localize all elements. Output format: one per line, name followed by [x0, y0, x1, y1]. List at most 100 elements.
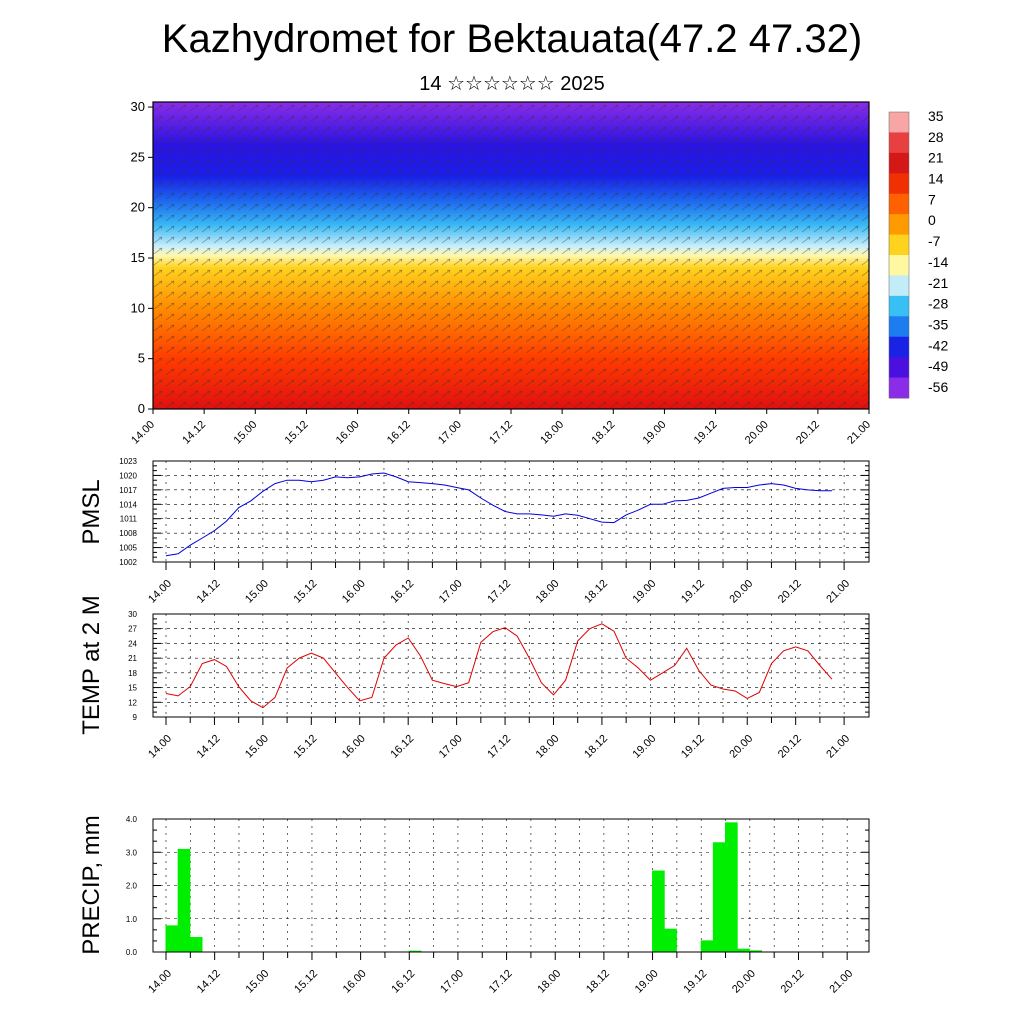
xsec-y-tick-label: 15 — [131, 250, 145, 265]
y-tick-label: 1.0 — [126, 915, 138, 924]
colorbar-label: -35 — [928, 316, 948, 332]
xsec-x-tick-label: 18.12 — [589, 419, 617, 447]
y-tick-label: 30 — [128, 610, 137, 619]
precip-bar — [177, 848, 191, 952]
x-tick-label: 19.12 — [679, 733, 707, 761]
y-tick-label: 1002 — [119, 558, 137, 567]
x-tick-label: 20.12 — [779, 968, 807, 996]
precip-axis-label: PRECIP, mm — [78, 815, 105, 955]
temp-axes: 9 12 15 18 21 24 27 30 14.00 14.12 15.00 15.12 16.00… — [128, 610, 869, 761]
xsec-y-tick-label: 5 — [138, 351, 145, 366]
x-tick-label: 20.12 — [776, 578, 804, 606]
pmsl-panel: PMSL 1002 1005 1008 1011 1014 1017 1020 1023 14.… — [78, 457, 870, 606]
x-tick-label: 14.12 — [195, 733, 223, 761]
y-tick-label: 1008 — [119, 529, 137, 538]
colorbar-swatch — [889, 275, 909, 297]
xsec-y-tick-label: 25 — [131, 149, 145, 164]
x-tick-label: 16.00 — [340, 733, 368, 761]
precip-bar — [664, 928, 677, 952]
x-tick-label: 21.00 — [824, 578, 852, 606]
colorbar: 35 28 21 14 7 0 -7 -14 -21 -28 -35 -42 -49 -56 — [888, 108, 948, 399]
x-tick-label: 21.00 — [824, 733, 852, 761]
x-tick-label: 17.12 — [487, 968, 515, 996]
x-tick-label: 14.12 — [195, 578, 223, 606]
temp-panel: TEMP at 2 M 9 12 15 18 21 24 27 30 14.00 14.12 15.… — [78, 595, 870, 761]
xsec-x-tick-label: 19.00 — [641, 419, 669, 447]
y-tick-label: 12 — [128, 698, 137, 707]
x-tick-label: 20.00 — [727, 578, 755, 606]
pmsl-series-line — [165, 472, 832, 557]
precip-axes: 0.0 1.0 2.0 3.0 4.0 14.00 14.12 15.00 15.12 16.00… — [126, 815, 869, 996]
colorbar-label: -56 — [928, 379, 948, 395]
pmsl-frame — [152, 460, 870, 563]
colorbar-label: 0 — [928, 212, 936, 228]
x-tick-label: 15.00 — [243, 578, 271, 606]
y-tick-label: 4.0 — [126, 815, 138, 824]
y-tick-label: 1014 — [119, 500, 137, 509]
precip-bar — [725, 822, 738, 952]
colorbar-swatch — [889, 234, 909, 256]
xsec-x-tick-label: 17.12 — [487, 419, 515, 447]
pmsl-axes: 1002 1005 1008 1011 1014 1017 1020 1023 14.00 14.… — [119, 457, 869, 606]
x-tick-label: 19.00 — [631, 733, 659, 761]
x-tick-label: 19.00 — [633, 968, 661, 996]
xsec-x-tick-label: 16.00 — [334, 419, 362, 447]
xsec-x-tick-label: 20.12 — [794, 419, 822, 447]
x-tick-label: 16.12 — [389, 968, 417, 996]
x-tick-label: 21.00 — [827, 968, 855, 996]
xsec-y-tick-label: 0 — [138, 401, 145, 416]
cross-section-x-axis: 14.00 14.12 15.00 15.12 16.00 16.12 17.00 17.12… — [129, 409, 873, 447]
colorbar-swatch — [889, 173, 909, 195]
y-tick-label: 24 — [128, 639, 137, 648]
x-tick-label: 17.12 — [485, 733, 513, 761]
precip-bar — [749, 950, 763, 952]
xsec-x-tick-label: 14.12 — [180, 419, 208, 447]
xsec-y-tick-label: 30 — [131, 99, 145, 114]
colorbar-swatch — [889, 377, 909, 399]
x-tick-label: 16.12 — [388, 733, 416, 761]
y-tick-label: 27 — [128, 625, 137, 634]
x-tick-label: 17.00 — [437, 578, 465, 606]
x-tick-label: 18.12 — [584, 968, 612, 996]
y-tick-label: 1011 — [120, 515, 138, 524]
colorbar-frame — [888, 111, 910, 399]
xsec-x-tick-label: 20.00 — [743, 419, 771, 447]
xsec-x-tick-label: 16.12 — [385, 419, 413, 447]
x-tick-label: 19.12 — [679, 578, 707, 606]
y-tick-label: 21 — [128, 654, 137, 663]
xsec-x-tick-label: 19.12 — [692, 419, 720, 447]
precip-bar — [700, 940, 714, 952]
x-tick-label: 20.12 — [776, 733, 804, 761]
precip-bar — [737, 948, 750, 952]
y-tick-label: 1023 — [119, 457, 137, 466]
x-tick-label: 18.00 — [535, 968, 563, 996]
x-tick-label: 18.12 — [582, 578, 610, 606]
temp-grid — [153, 614, 869, 717]
x-tick-label: 20.00 — [727, 733, 755, 761]
x-tick-label: 19.12 — [681, 968, 709, 996]
y-tick-label: 15 — [128, 684, 137, 693]
colorbar-label: -21 — [928, 275, 948, 291]
precip-grid — [153, 819, 869, 952]
y-tick-label: 0.0 — [126, 948, 138, 957]
cross-section-panel: 0 5 10 15 20 25 30 14.00 14.12 15.00 15.12 16.00 16… — [129, 99, 873, 447]
colorbar-swatch — [889, 214, 909, 236]
xsec-y-tick-label: 20 — [131, 200, 145, 215]
x-tick-label: 15.12 — [291, 578, 319, 606]
x-tick-label: 16.00 — [341, 968, 369, 996]
colorbar-label: 21 — [928, 150, 944, 166]
colorbar-swatch — [889, 316, 909, 338]
pmsl-grid — [153, 461, 869, 562]
cross-section-y-axis: 0 5 10 15 20 25 30 — [131, 99, 153, 416]
x-tick-label: 17.12 — [485, 578, 513, 606]
colorbar-label: 7 — [928, 191, 936, 207]
colorbar-swatch — [889, 336, 909, 358]
x-tick-label: 18.12 — [582, 733, 610, 761]
wind-barbs-overlay — [153, 102, 869, 409]
colorbar-swatch — [889, 132, 909, 154]
x-tick-label: 19.00 — [631, 578, 659, 606]
xsec-y-tick-label: 10 — [131, 300, 145, 315]
x-tick-label: 16.12 — [388, 578, 416, 606]
y-tick-label: 2.0 — [126, 882, 138, 891]
